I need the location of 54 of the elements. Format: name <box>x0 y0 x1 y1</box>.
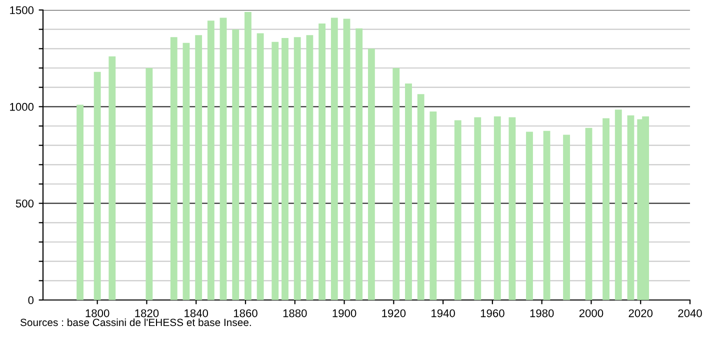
x-tick-label: 1860 <box>234 309 258 318</box>
bar <box>182 42 190 300</box>
bar <box>454 120 462 300</box>
bar <box>356 28 363 300</box>
bar <box>474 117 482 300</box>
bar <box>220 18 227 300</box>
x-tick-label: 2000 <box>579 309 604 318</box>
bar <box>108 56 116 300</box>
bar <box>76 104 84 300</box>
bar <box>543 130 550 300</box>
bar <box>494 116 501 300</box>
bar <box>170 37 178 300</box>
bar <box>614 110 622 300</box>
source-note: Sources : base Cassini de l'EHESS et base Insee. <box>20 318 251 326</box>
bar <box>318 24 326 300</box>
bar <box>256 33 264 300</box>
bar <box>272 42 279 300</box>
bar <box>195 35 202 300</box>
bar <box>306 35 314 300</box>
x-tick-label: 2020 <box>628 309 653 318</box>
bar <box>563 134 570 300</box>
bar <box>343 18 350 300</box>
x-tick-label: 1800 <box>86 309 110 318</box>
bar <box>146 68 153 300</box>
y-tick-label: 1500 <box>10 6 34 14</box>
y-tick-label: 1000 <box>10 102 34 111</box>
bar <box>405 83 412 300</box>
bar <box>417 94 424 300</box>
x-tick-label: 1940 <box>432 309 455 318</box>
bar <box>232 29 240 300</box>
x-tick-label: 2040 <box>678 309 702 318</box>
bar <box>430 112 437 300</box>
bar <box>602 118 610 300</box>
bar <box>392 68 400 300</box>
bar <box>207 20 214 300</box>
bar <box>508 117 516 300</box>
x-tick-label: 1840 <box>184 309 208 318</box>
x-tick-label: 1960 <box>480 309 504 318</box>
bar <box>368 48 375 300</box>
x-tick-label: 1920 <box>382 309 406 318</box>
y-tick-label: 500 <box>16 200 34 208</box>
bar <box>294 37 301 300</box>
bar <box>244 12 252 300</box>
y-tick-label: 0 <box>28 296 34 304</box>
bar <box>94 72 101 300</box>
x-tick-label: 1820 <box>135 309 159 318</box>
bar <box>627 115 634 300</box>
bar <box>585 128 592 300</box>
bar <box>526 132 533 300</box>
x-tick-label: 1900 <box>332 309 356 318</box>
x-tick-label: 1980 <box>530 309 554 318</box>
bar <box>330 18 338 300</box>
x-tick-label: 1880 <box>283 309 307 318</box>
bar <box>282 38 288 300</box>
